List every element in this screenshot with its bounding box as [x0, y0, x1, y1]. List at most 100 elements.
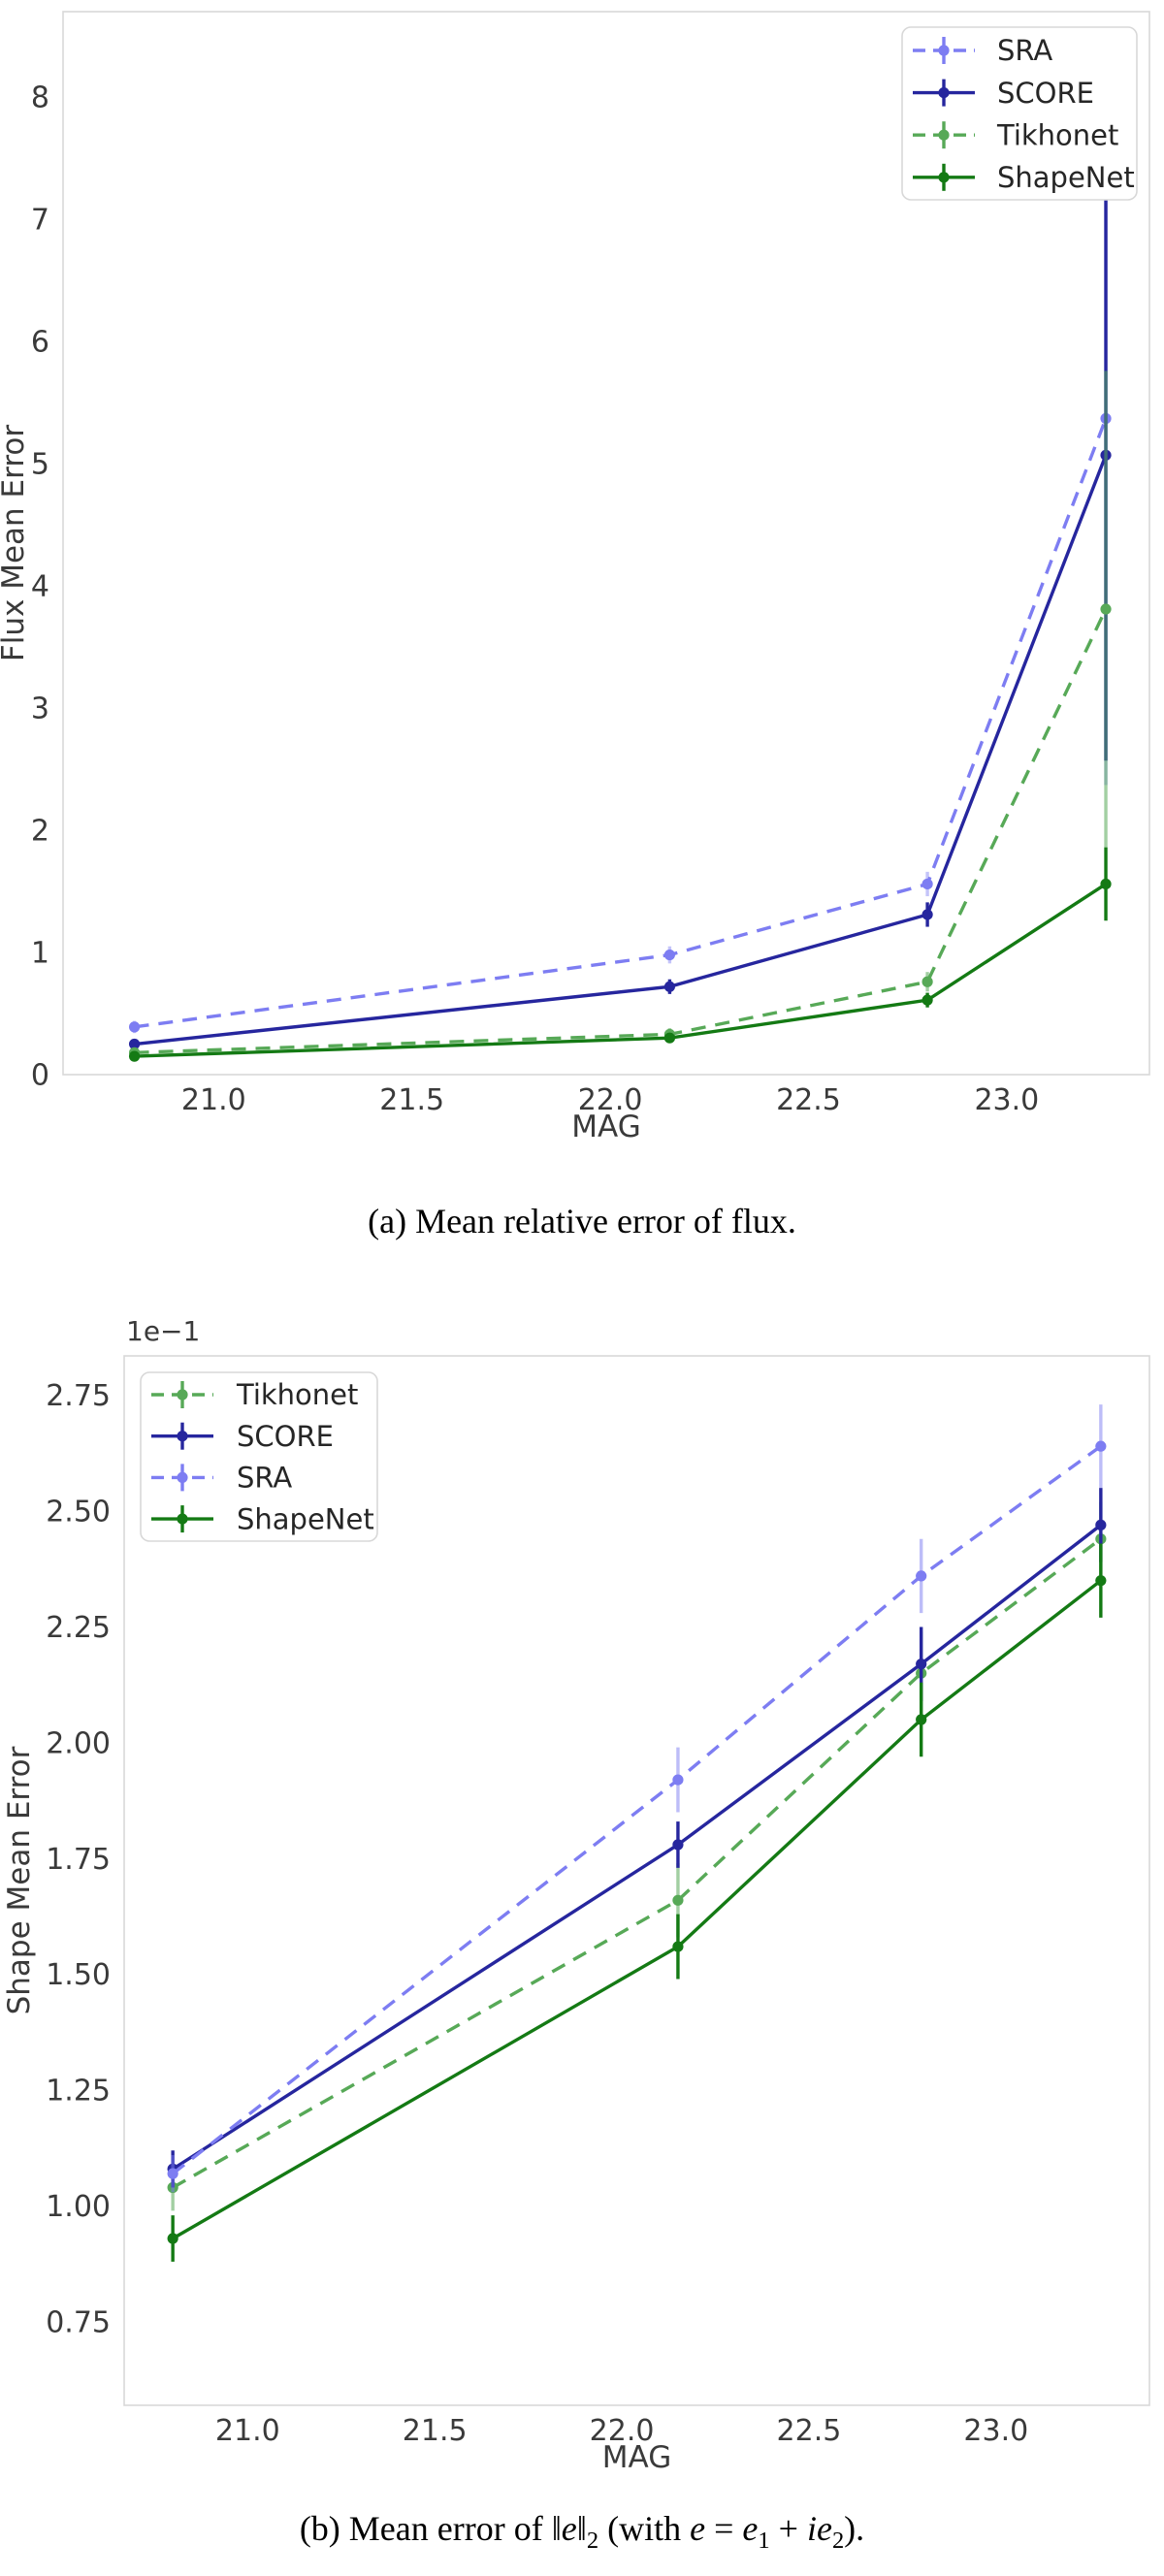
data-point: [663, 1032, 676, 1044]
y-axis-label: Shape Mean Error: [2, 1746, 37, 2014]
y-axis-tick-labels: 0 1 2 3 4 5 6 7 8: [31, 81, 49, 1093]
caption-b-segment: (b) Mean error of: [299, 2509, 552, 2548]
series-shapenet: [128, 847, 1112, 1062]
y-tick-label: 1.75: [46, 1843, 111, 1877]
caption-b-segment: 1: [758, 2528, 770, 2555]
x-tick-label: 21.0: [215, 2414, 280, 2448]
x-axis-tick-labels: 21.0 21.5 22.0 22.5 23.0: [181, 1083, 1039, 1117]
caption-b-segment: e: [742, 2509, 759, 2548]
series-sra: [167, 1404, 1107, 2193]
x-axis-tick-labels: 21.0 21.5 22.0 22.5 23.0: [215, 2414, 1028, 2448]
legend-marker-sample: [177, 1471, 188, 1483]
caption-b-segment: ie: [806, 2509, 832, 2548]
legend-label: ShapeNet: [237, 1502, 374, 1535]
y-tick-label: 6: [31, 326, 49, 360]
legend-marker-sample: [177, 1513, 188, 1525]
series-tikhonet: [128, 370, 1112, 1058]
data-point: [128, 1021, 141, 1033]
legend-marker-sample: [938, 45, 950, 56]
x-tick-label: 22.0: [578, 1083, 643, 1117]
legend-label: SCORE: [997, 77, 1094, 110]
caption-b-segment: ‖: [551, 2509, 562, 2548]
y-tick-label: 5: [31, 448, 49, 482]
legend-item-shapenet: ShapeNet: [151, 1502, 374, 1535]
x-tick-label: 22.0: [590, 2414, 655, 2448]
caption-b-segment: e: [561, 2509, 577, 2548]
data-line: [172, 1537, 1102, 2189]
caption-b-segment: e: [690, 2509, 706, 2548]
x-tick-label: 23.0: [963, 2414, 1028, 2448]
data-point: [672, 1894, 684, 1906]
data-point: [663, 949, 676, 961]
data-point: [167, 2168, 178, 2179]
legend-label: SRA: [997, 34, 1052, 67]
y-tick-label: 2.25: [46, 1611, 111, 1645]
x-tick-label: 22.5: [776, 1083, 841, 1117]
y-tick-label: 0.75: [46, 2306, 111, 2340]
legend-marker-sample: [177, 1389, 188, 1401]
data-point: [916, 1570, 927, 1582]
legend-item-tikhonet: Tikhonet: [913, 118, 1118, 151]
data-line: [172, 1579, 1102, 2240]
data-point: [922, 878, 933, 890]
y-tick-label: 1.25: [46, 2075, 111, 2109]
y-tick-label: 2.75: [46, 1379, 111, 1413]
data-point: [1100, 878, 1112, 890]
data-point: [916, 1714, 927, 1725]
series-score: [167, 1488, 1107, 2188]
y-tick-label: 2: [31, 815, 49, 849]
y-axis-offset-label: 1e−1: [126, 1315, 200, 1347]
y-tick-label: 2.00: [46, 1726, 111, 1760]
data-line: [134, 417, 1108, 1029]
data-point: [1095, 1575, 1107, 1587]
legend-label: Tikhonet: [996, 118, 1118, 151]
data-point: [922, 994, 933, 1006]
series-score: [128, 149, 1112, 1050]
plot-border: [62, 11, 1150, 1076]
legend-item-sra: SRA: [151, 1462, 292, 1495]
legend-label: Tikhonet: [236, 1378, 358, 1411]
data-point: [672, 1774, 684, 1786]
data-line: [134, 454, 1108, 1046]
data-point: [1095, 1440, 1107, 1452]
legend-box: [901, 26, 1138, 201]
legend-item-score: SCORE: [913, 77, 1094, 110]
shape-mean-error-chart: 0.75 1.00 1.25 1.50 1.75 2.00 2.25 2.50 2.75 21.0…: [2, 1315, 1150, 2475]
x-tick-label: 23.0: [974, 1083, 1039, 1117]
caption-b-segment: ‖: [576, 2509, 587, 2548]
y-tick-label: 0: [31, 1059, 49, 1093]
data-line: [172, 1444, 1102, 2175]
data-point: [663, 981, 676, 992]
data-point: [922, 909, 933, 920]
y-tick-label: 1: [31, 937, 49, 971]
x-axis-label: MAG: [571, 1110, 640, 1144]
data-line: [134, 883, 1107, 1058]
legend-marker-sample: [938, 87, 950, 99]
caption-b-segment: 2: [586, 2528, 599, 2555]
y-tick-label: 8: [31, 81, 49, 115]
y-tick-label: 1.50: [46, 1958, 111, 1992]
data-point: [672, 1941, 684, 1952]
legend-item-tikhonet: Tikhonet: [151, 1378, 358, 1411]
flux-mean-error-chart: 0 1 2 3 4 5 6 7 8 21.0 21.5 22.0 22.5 23.0 MAG Flux Mea…: [0, 11, 1150, 1144]
data-line: [134, 608, 1108, 1055]
legend-label: SCORE: [237, 1420, 334, 1453]
data-point: [1095, 1519, 1107, 1530]
legend-item-shapenet: ShapeNet: [913, 161, 1135, 194]
data-point: [128, 1038, 141, 1050]
legend-label: SRA: [237, 1462, 292, 1495]
x-tick-label: 22.5: [777, 2414, 842, 2448]
y-tick-label: 2.50: [46, 1496, 111, 1530]
legend-marker-sample: [938, 172, 950, 183]
x-tick-label: 21.5: [403, 2414, 468, 2448]
x-tick-label: 21.5: [379, 1083, 444, 1117]
y-tick-label: 4: [31, 570, 49, 604]
series-shapenet: [167, 1543, 1107, 2262]
caption-b-segment: 2: [831, 2528, 845, 2555]
caption-a: (a) Mean relative error of flux.: [368, 1202, 796, 1240]
legend: SRA SCORE Tikhonet ShapeNet: [901, 26, 1138, 201]
data-point: [672, 1839, 684, 1851]
x-tick-label: 21.0: [181, 1083, 246, 1117]
data-point: [1100, 603, 1112, 615]
